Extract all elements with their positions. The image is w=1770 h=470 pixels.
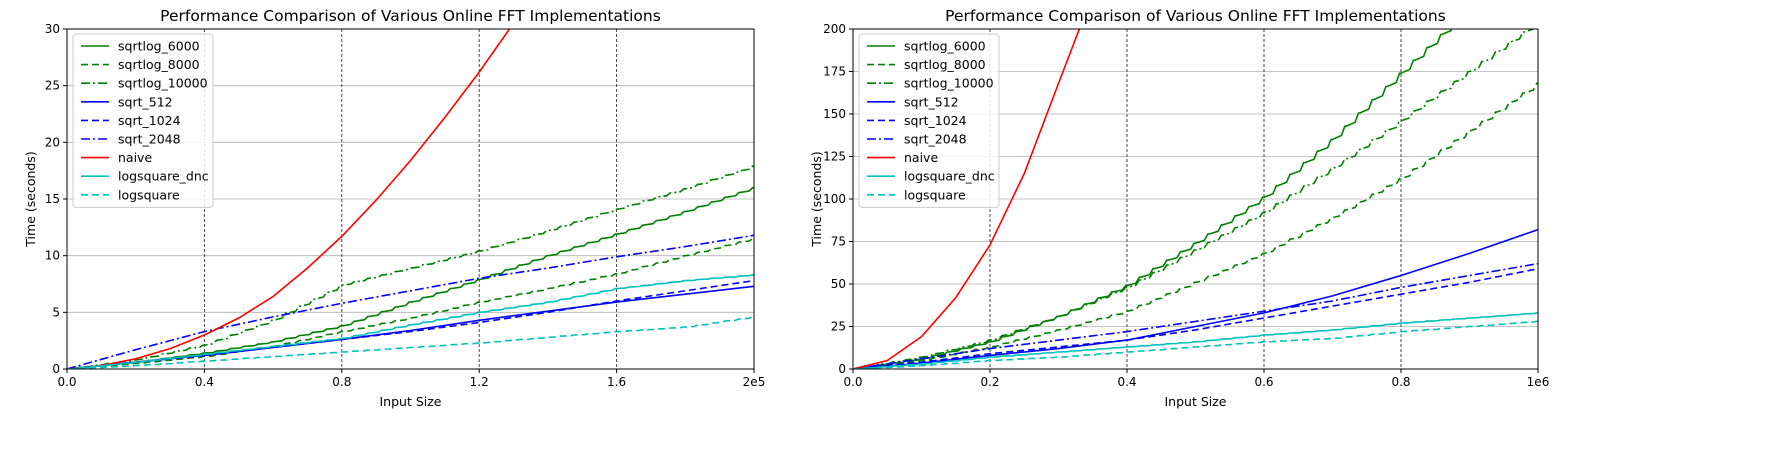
series-line-sqrt_2048 <box>853 262 1538 369</box>
legend-label-sqrt_512: sqrt_512 <box>904 94 959 109</box>
x-axis-label: Input Size <box>380 394 442 409</box>
y-axis-label: Time (seconds) <box>23 151 38 247</box>
series-line-sqrtlog_6000 <box>853 29 1453 369</box>
x-tick-label: 0.8 <box>1391 375 1410 389</box>
y-tick-label: 25 <box>831 320 846 334</box>
series-line-sqrt_2048 <box>67 234 754 369</box>
legend-label-sqrt_1024: sqrt_1024 <box>118 113 181 128</box>
y-tick-label: 0 <box>838 362 846 376</box>
y-tick-label: 50 <box>831 277 846 291</box>
x-tick-label: 0.4 <box>195 375 214 389</box>
series-line-logsquare <box>853 320 1538 369</box>
series-line-logsquare_dnc <box>67 274 754 369</box>
x-tick-label: 0.2 <box>980 375 999 389</box>
legend-label-logsquare_dnc: logsquare_dnc <box>118 169 209 184</box>
y-tick-label: 100 <box>823 192 846 206</box>
legend-label-logsquare_dnc: logsquare_dnc <box>904 169 995 184</box>
x-tick-label: 1e6 <box>1527 375 1550 389</box>
chart-title: Performance Comparison of Various Online… <box>160 7 661 25</box>
legend-label-sqrtlog_8000: sqrtlog_8000 <box>118 57 200 72</box>
series-line-sqrt_1024 <box>853 267 1538 369</box>
legend-box <box>858 33 1000 208</box>
x-tick-label: 1.6 <box>607 375 626 389</box>
series-group <box>67 29 754 369</box>
x-tick-label: 2e5 <box>743 375 766 389</box>
chart-title: Performance Comparison of Various Online… <box>945 7 1446 25</box>
legend-box <box>72 33 214 208</box>
y-tick-label: 200 <box>823 22 846 36</box>
y-tick-label: 5 <box>52 305 60 319</box>
x-tick-label: 0.8 <box>332 375 351 389</box>
series-line-naive <box>67 29 511 369</box>
legend-label-sqrt_512: sqrt_512 <box>118 94 173 109</box>
series-line-sqrtlog_10000 <box>853 29 1535 369</box>
series-line-logsquare <box>67 316 754 369</box>
legend-label-naive: naive <box>904 150 938 165</box>
series-line-logsquare_dnc <box>853 312 1538 369</box>
y-tick-label: 175 <box>823 65 846 79</box>
series-line-naive <box>853 29 1081 369</box>
legend: sqrtlog_6000 sqrtlog_8000 sqrtlog_10000sqr… <box>858 33 1000 208</box>
series-line-sqrt_512 <box>853 228 1538 369</box>
legend-label-sqrt_1024: sqrt_1024 <box>904 113 967 128</box>
legend-label-logsquare: logsquare <box>904 187 966 202</box>
legend-label-sqrtlog_10000: sqrtlog_10000 <box>118 76 208 91</box>
x-tick-label: 0.0 <box>843 375 862 389</box>
legend-label-sqrtlog_6000: sqrtlog_6000 <box>904 39 986 54</box>
y-tick-label: 10 <box>45 249 60 263</box>
y-tick-label: 150 <box>823 107 846 121</box>
y-tick-label: 15 <box>45 192 60 206</box>
x-tick-label: 0.0 <box>57 375 76 389</box>
legend: sqrtlog_6000 sqrtlog_8000 sqrtlog_10000sqr… <box>72 33 214 208</box>
y-tick-label: 25 <box>45 79 60 93</box>
chart-right: 0.0 0.2 0.4 0.6 0.8 1e6 0 25 50 75 100 125 150 175 200… <box>809 7 1550 409</box>
legend-label-sqrt_2048: sqrt_2048 <box>118 132 181 147</box>
x-tick-label: 1.2 <box>470 375 489 389</box>
x-axis-label: Input Size <box>1165 394 1227 409</box>
y-axis-label: Time (seconds) <box>809 151 824 247</box>
legend-label-sqrt_2048: sqrt_2048 <box>904 132 967 147</box>
y-tick-label: 0 <box>52 362 60 376</box>
legend-label-sqrtlog_10000: sqrtlog_10000 <box>904 76 994 91</box>
y-tick-label: 75 <box>831 235 846 249</box>
chart-left: 0.0 0.4 0.8 1.2 1.6 2e5 0 5 10 15 20 25 30 Performanc… <box>23 7 766 409</box>
series-line-sqrtlog_8000 <box>67 237 754 369</box>
series-line-sqrt_512 <box>67 285 754 369</box>
series-line-sqrtlog_10000 <box>67 165 754 369</box>
x-tick-label: 0.4 <box>1117 375 1136 389</box>
legend-label-sqrtlog_8000: sqrtlog_8000 <box>904 57 986 72</box>
y-tick-label: 20 <box>45 135 60 149</box>
y-tick-label: 30 <box>45 22 60 36</box>
series-line-sqrtlog_6000 <box>67 186 754 369</box>
x-tick-label: 0.6 <box>1254 375 1273 389</box>
legend-label-logsquare: logsquare <box>118 187 180 202</box>
series-group <box>853 29 1538 369</box>
y-tick-label: 125 <box>823 150 846 164</box>
legend-label-naive: naive <box>118 150 152 165</box>
legend-label-sqrtlog_6000: sqrtlog_6000 <box>118 39 200 54</box>
